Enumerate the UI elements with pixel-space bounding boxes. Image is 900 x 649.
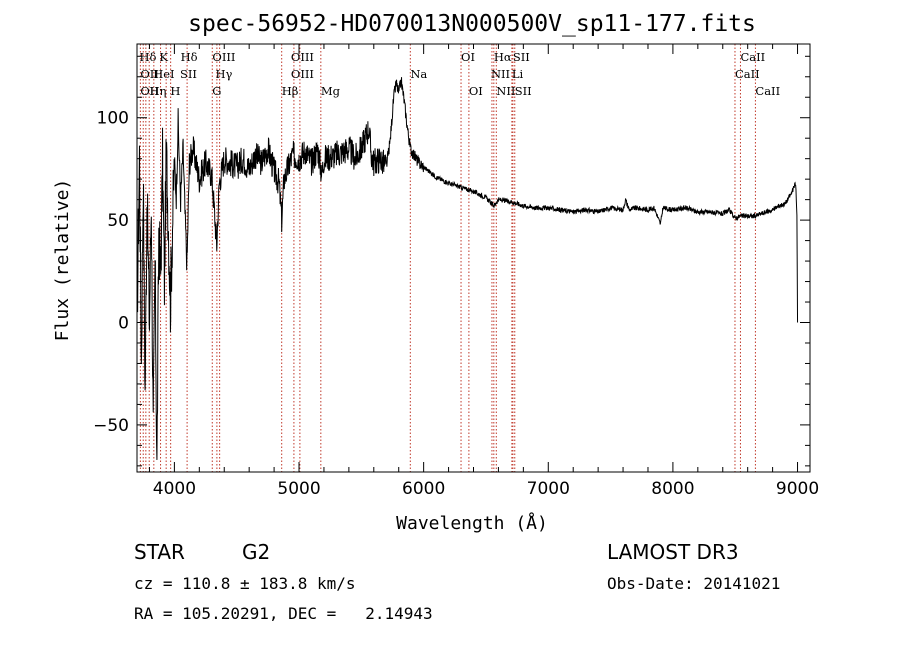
- spectral-line-label: K: [159, 50, 168, 64]
- x-tick-label: 6000: [402, 479, 445, 499]
- spectral-line-label: SII: [515, 84, 532, 98]
- y-axis-ticks: −50 0 50 100: [93, 55, 810, 467]
- x-tick-label: 9000: [776, 479, 819, 499]
- spectral-line-label: G: [212, 84, 221, 98]
- spectral-line-label: Na: [410, 67, 427, 81]
- spectral-line-label: HeI: [153, 67, 174, 81]
- y-tick-label: −50: [93, 416, 129, 436]
- spectral-line-label: Mg: [321, 84, 341, 98]
- spectral-line-label: CaII: [740, 50, 765, 64]
- x-tick-label: 7000: [527, 479, 570, 499]
- x-axis-ticks: 4000 5000 6000 7000 8000 9000: [148, 44, 819, 499]
- coordinates: RA = 105.20291, DEC = 2.14943: [134, 604, 433, 623]
- spectral-line-label: OI: [469, 84, 483, 98]
- spectral-line-label: SII: [180, 67, 197, 81]
- y-tick-label: 100: [97, 109, 129, 129]
- spectrum-chart: spec-56952-HD070013N000500V_sp11-177.fit…: [52, 11, 819, 534]
- spectral-line-label: OIII: [291, 50, 314, 64]
- observation-date: Obs-Date: 20141021: [607, 574, 781, 593]
- spectral-line-label: H: [170, 84, 180, 98]
- redshift-value: cz = 110.8 ± 183.8 km/s: [134, 574, 356, 593]
- spectral-line-label: Hγ: [216, 67, 233, 81]
- spectral-line-label: NII: [491, 67, 510, 81]
- spectral-line-label: Hα: [494, 50, 512, 64]
- object-subclass: G2: [242, 540, 271, 564]
- object-type: STAR: [134, 540, 185, 564]
- y-axis-label: Flux (relative): [52, 179, 73, 342]
- plot-frame: [136, 43, 811, 473]
- spectrum-series: [136, 77, 799, 460]
- spectral-line-label: SII: [513, 50, 530, 64]
- x-tick-label: 4000: [153, 479, 196, 499]
- y-tick-label: 50: [107, 211, 129, 231]
- spectral-line-label: Hδ: [181, 50, 198, 64]
- spectral-line-label: Li: [512, 67, 524, 81]
- spectral-line-label: OII: [140, 67, 159, 81]
- survey-name: LAMOST DR3: [607, 540, 739, 564]
- y-tick-label: 0: [118, 314, 129, 334]
- spectral-marker-lines: [139, 44, 756, 472]
- spectral-line-label: OIII: [291, 67, 314, 81]
- spectral-line-label: Hβ: [282, 84, 299, 98]
- spectral-line-label: Hδ: [139, 50, 156, 64]
- x-axis-label: Wavelength (Å): [396, 512, 548, 534]
- spectral-line-label: OI: [461, 50, 475, 64]
- spectral-line-label: OIII: [212, 50, 235, 64]
- chart-title: spec-56952-HD070013N000500V_sp11-177.fit…: [188, 11, 756, 37]
- spectral-line-label: Hη: [149, 84, 166, 98]
- spectral-line-label: NII: [496, 84, 515, 98]
- spectral-line-label: CaII: [755, 84, 780, 98]
- x-tick-label: 8000: [651, 479, 694, 499]
- spectral-line-label: CaII: [735, 67, 760, 81]
- spectral-line-label: OII: [140, 84, 159, 98]
- spectrum-line: [136, 77, 799, 460]
- x-tick-label: 5000: [277, 479, 320, 499]
